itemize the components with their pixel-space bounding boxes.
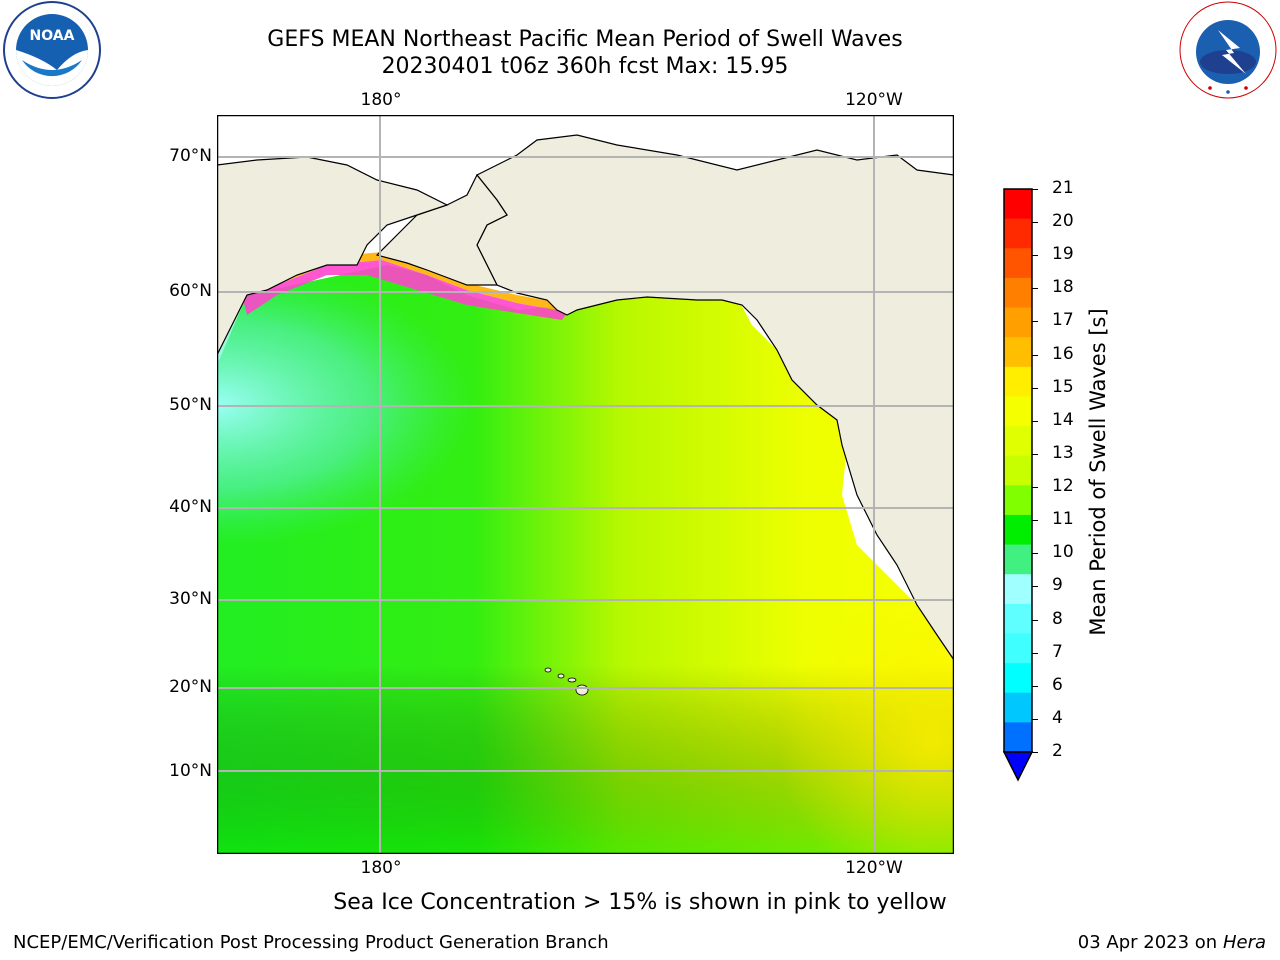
colorbar-tick-label: 15 [1052,376,1074,397]
colorbar-segment [1004,663,1032,694]
colorbar-segment [1004,692,1032,723]
colorbar-tick-label: 14 [1052,409,1074,430]
colorbar-tick-mark [1032,520,1038,522]
colorbar-tick-mark [1032,321,1038,323]
colorbar-segment [1004,633,1032,664]
colorbar-tick-label: 19 [1052,244,1074,265]
lon-label-bottom-180: 180° [360,858,402,878]
colorbar-tick-mark [1032,553,1038,555]
colorbar-tick-label: 4 [1052,707,1063,728]
colorbar-tick-mark [1032,420,1038,422]
sea-ice-band [242,260,567,320]
colorbar-extend-triangle [1002,751,1034,782]
colorbar-tick-mark [1032,387,1038,389]
colorbar-tick-label: 21 [1052,178,1074,198]
colorbar [1002,188,1034,782]
colorbar-segment [1004,514,1032,546]
colorbar-tick-label: 7 [1052,641,1063,662]
lat-label-60n: 60°N [169,281,212,301]
nws-logo [1179,1,1277,99]
colorbar-segment [1004,455,1032,486]
colorbar-tick-mark [1032,685,1038,687]
chart-title-line2: 20230401 t06z 360h fcst Max: 15.95 [381,54,789,79]
colorbar-segment [1004,218,1032,249]
colorbar-segment [1004,277,1032,309]
colorbar-tick-label: 16 [1052,343,1074,364]
colorbar-tick-mark [1032,619,1038,621]
colorbar-tick-label: 8 [1052,608,1063,629]
colorbar-tick-label: 18 [1052,277,1074,298]
colorbar-tick-mark [1032,255,1038,257]
colorbar-tick-label: 11 [1052,509,1074,530]
land-siberia [217,156,449,356]
colorbar-tick-mark [1032,354,1038,356]
colorbar-tick-label: 20 [1052,211,1074,232]
noaa-logo-text: NOAA [30,28,75,44]
graticule [217,115,954,854]
colorbar-segment [1004,189,1032,220]
swell-period-map [217,115,954,854]
colorbar-tick-label: 9 [1052,575,1063,596]
colorbar-segment [1004,396,1032,427]
lat-label-10n: 10°N [169,761,212,781]
colorbar-segment [1004,307,1032,338]
colorbar-ticks: 21 20 19 18 17 16 15 14 13 12 11 10 9 8 7 6 4 2 [1032,178,1100,785]
map-frame [217,115,954,854]
colorbar-segment [1004,722,1032,753]
lat-label-20n: 20°N [169,677,212,697]
colorbar-tick-mark [1032,453,1038,455]
lat-label-40n: 40°N [169,497,212,517]
footer-right: 03 Apr 2023 on Hera [1078,932,1266,953]
colorbar-segment [1004,366,1032,397]
colorbar-tick-mark [1032,586,1038,588]
colorbar-tick-label: 13 [1052,442,1074,463]
colorbar-segment [1004,248,1032,279]
colorbar-tick-label: 10 [1052,542,1074,563]
colorbar-tick-label: 6 [1052,674,1063,695]
chart-title-line1: GEFS MEAN Northeast Pacific Mean Period … [267,27,903,52]
footer-machine: Hera [1222,932,1266,953]
colorbar-segment [1004,485,1032,516]
lon-label-bottom-120w: 120°W [845,858,903,878]
colorbar-tick-label: 12 [1052,476,1074,497]
footer-date: 03 Apr 2023 on [1077,932,1223,953]
sea-ice-note: Sea Ice Concentration > 15% is shown in … [333,890,947,915]
colorbar-segment [1004,603,1032,634]
lat-label-50n: 50°N [169,395,212,415]
colorbar-title: Mean Period of Swell Waves [s] [1086,308,1110,636]
colorbar-segment [1004,337,1032,368]
colorbar-tick-mark [1032,718,1038,720]
colorbar-segment [1004,426,1032,457]
lon-label-top-120w: 120°W [845,90,903,110]
noaa-logo: NOAA [3,1,101,99]
lat-label-70n: 70°N [169,146,212,166]
colorbar-tick-mark [1032,652,1038,654]
footer-left: NCEP/EMC/Verification Post Processing Pr… [13,932,609,953]
colorbar-segment [1004,574,1032,605]
colorbar-segment [1004,544,1032,575]
colorbar-tick-label: 2 [1052,741,1063,761]
lat-label-30n: 30°N [169,589,212,609]
colorbar-tick-label: 17 [1052,310,1074,331]
colorbar-tick-mark [1032,189,1038,190]
colorbar-tick-mark [1032,752,1038,753]
colorbar-tick-mark [1032,222,1038,224]
lon-label-top-180: 180° [360,90,402,110]
colorbar-tick-mark [1032,288,1038,290]
colorbar-tick-mark [1032,487,1038,489]
